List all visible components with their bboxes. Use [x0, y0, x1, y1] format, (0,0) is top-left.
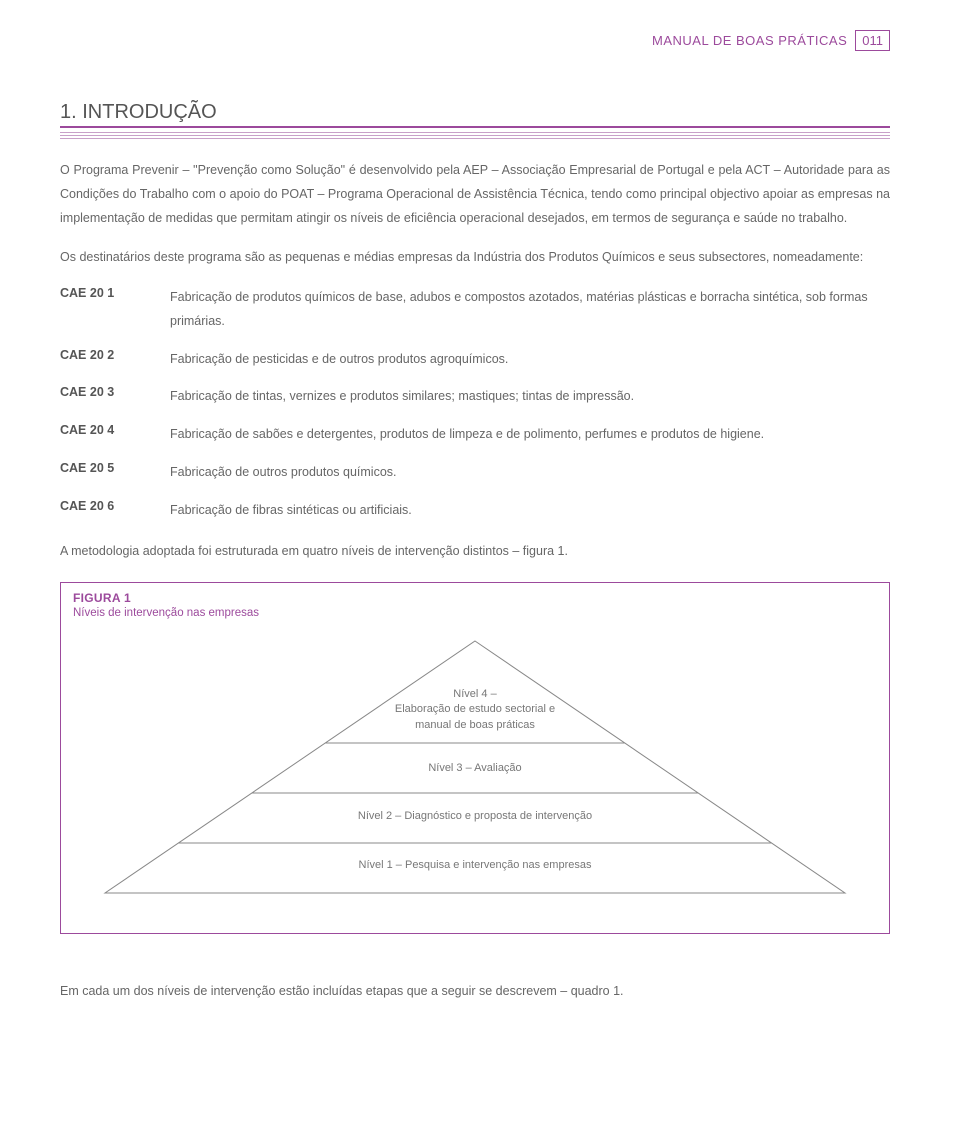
- cae-row: CAE 20 6 Fabricação de fibras sintéticas…: [60, 499, 890, 523]
- figure-header: FIGURA 1 Níveis de intervenção nas empre…: [61, 583, 889, 623]
- heading-rule-lines: [60, 132, 890, 139]
- figure-title: FIGURA 1: [73, 591, 877, 605]
- intro-paragraph-2: Os destinatários deste programa são as p…: [60, 246, 890, 270]
- cae-code: CAE 20 2: [60, 348, 170, 362]
- pyramid-level-4-label: Nível 4 –Elaboração de estudo sectorial …: [325, 687, 625, 733]
- pyramid-level-2-label: Nível 2 – Diagnóstico e proposta de inte…: [325, 809, 625, 824]
- cae-row: CAE 20 5 Fabricação de outros produtos q…: [60, 461, 890, 485]
- cae-description: Fabricação de produtos químicos de base,…: [170, 286, 890, 334]
- cae-description: Fabricação de fibras sintéticas ou artif…: [170, 499, 890, 523]
- header-title: MANUAL DE BOAS PRÁTICAS: [652, 33, 847, 48]
- rule-line: [60, 132, 890, 133]
- methodology-paragraph: A metodologia adoptada foi estruturada e…: [60, 540, 890, 564]
- rule-line: [60, 138, 890, 139]
- cae-row: CAE 20 3 Fabricação de tintas, vernizes …: [60, 385, 890, 409]
- cae-row: CAE 20 2 Fabricação de pesticidas e de o…: [60, 348, 890, 372]
- heading-underline: [60, 126, 890, 128]
- cae-code: CAE 20 1: [60, 286, 170, 300]
- page-header: MANUAL DE BOAS PRÁTICAS 011: [60, 30, 890, 51]
- cae-description: Fabricação de sabões e detergentes, prod…: [170, 423, 890, 447]
- figure-subtitle: Níveis de intervenção nas empresas: [73, 607, 877, 619]
- pyramid-diagram: Nível 4 –Elaboração de estudo sectorial …: [61, 633, 889, 903]
- footer-paragraph: Em cada um dos níveis de intervenção est…: [60, 984, 890, 998]
- cae-row: CAE 20 1 Fabricação de produtos químicos…: [60, 286, 890, 334]
- rule-line: [60, 135, 890, 136]
- section-heading: 1. INTRODUÇÃO: [60, 101, 890, 124]
- cae-table: CAE 20 1 Fabricação de produtos químicos…: [60, 286, 890, 522]
- cae-description: Fabricação de outros produtos químicos.: [170, 461, 890, 485]
- cae-description: Fabricação de pesticidas e de outros pro…: [170, 348, 890, 372]
- cae-description: Fabricação de tintas, vernizes e produto…: [170, 385, 890, 409]
- cae-row: CAE 20 4 Fabricação de sabões e detergen…: [60, 423, 890, 447]
- pyramid-level-1-label: Nível 1 – Pesquisa e intervenção nas emp…: [325, 858, 625, 873]
- cae-code: CAE 20 4: [60, 423, 170, 437]
- figure-1-box: FIGURA 1 Níveis de intervenção nas empre…: [60, 582, 890, 934]
- cae-code: CAE 20 6: [60, 499, 170, 513]
- cae-code: CAE 20 3: [60, 385, 170, 399]
- page-number: 011: [855, 30, 890, 51]
- pyramid-level-3-label: Nível 3 – Avaliação: [325, 761, 625, 776]
- cae-code: CAE 20 5: [60, 461, 170, 475]
- intro-paragraph-1: O Programa Prevenir – "Prevenção como So…: [60, 159, 890, 230]
